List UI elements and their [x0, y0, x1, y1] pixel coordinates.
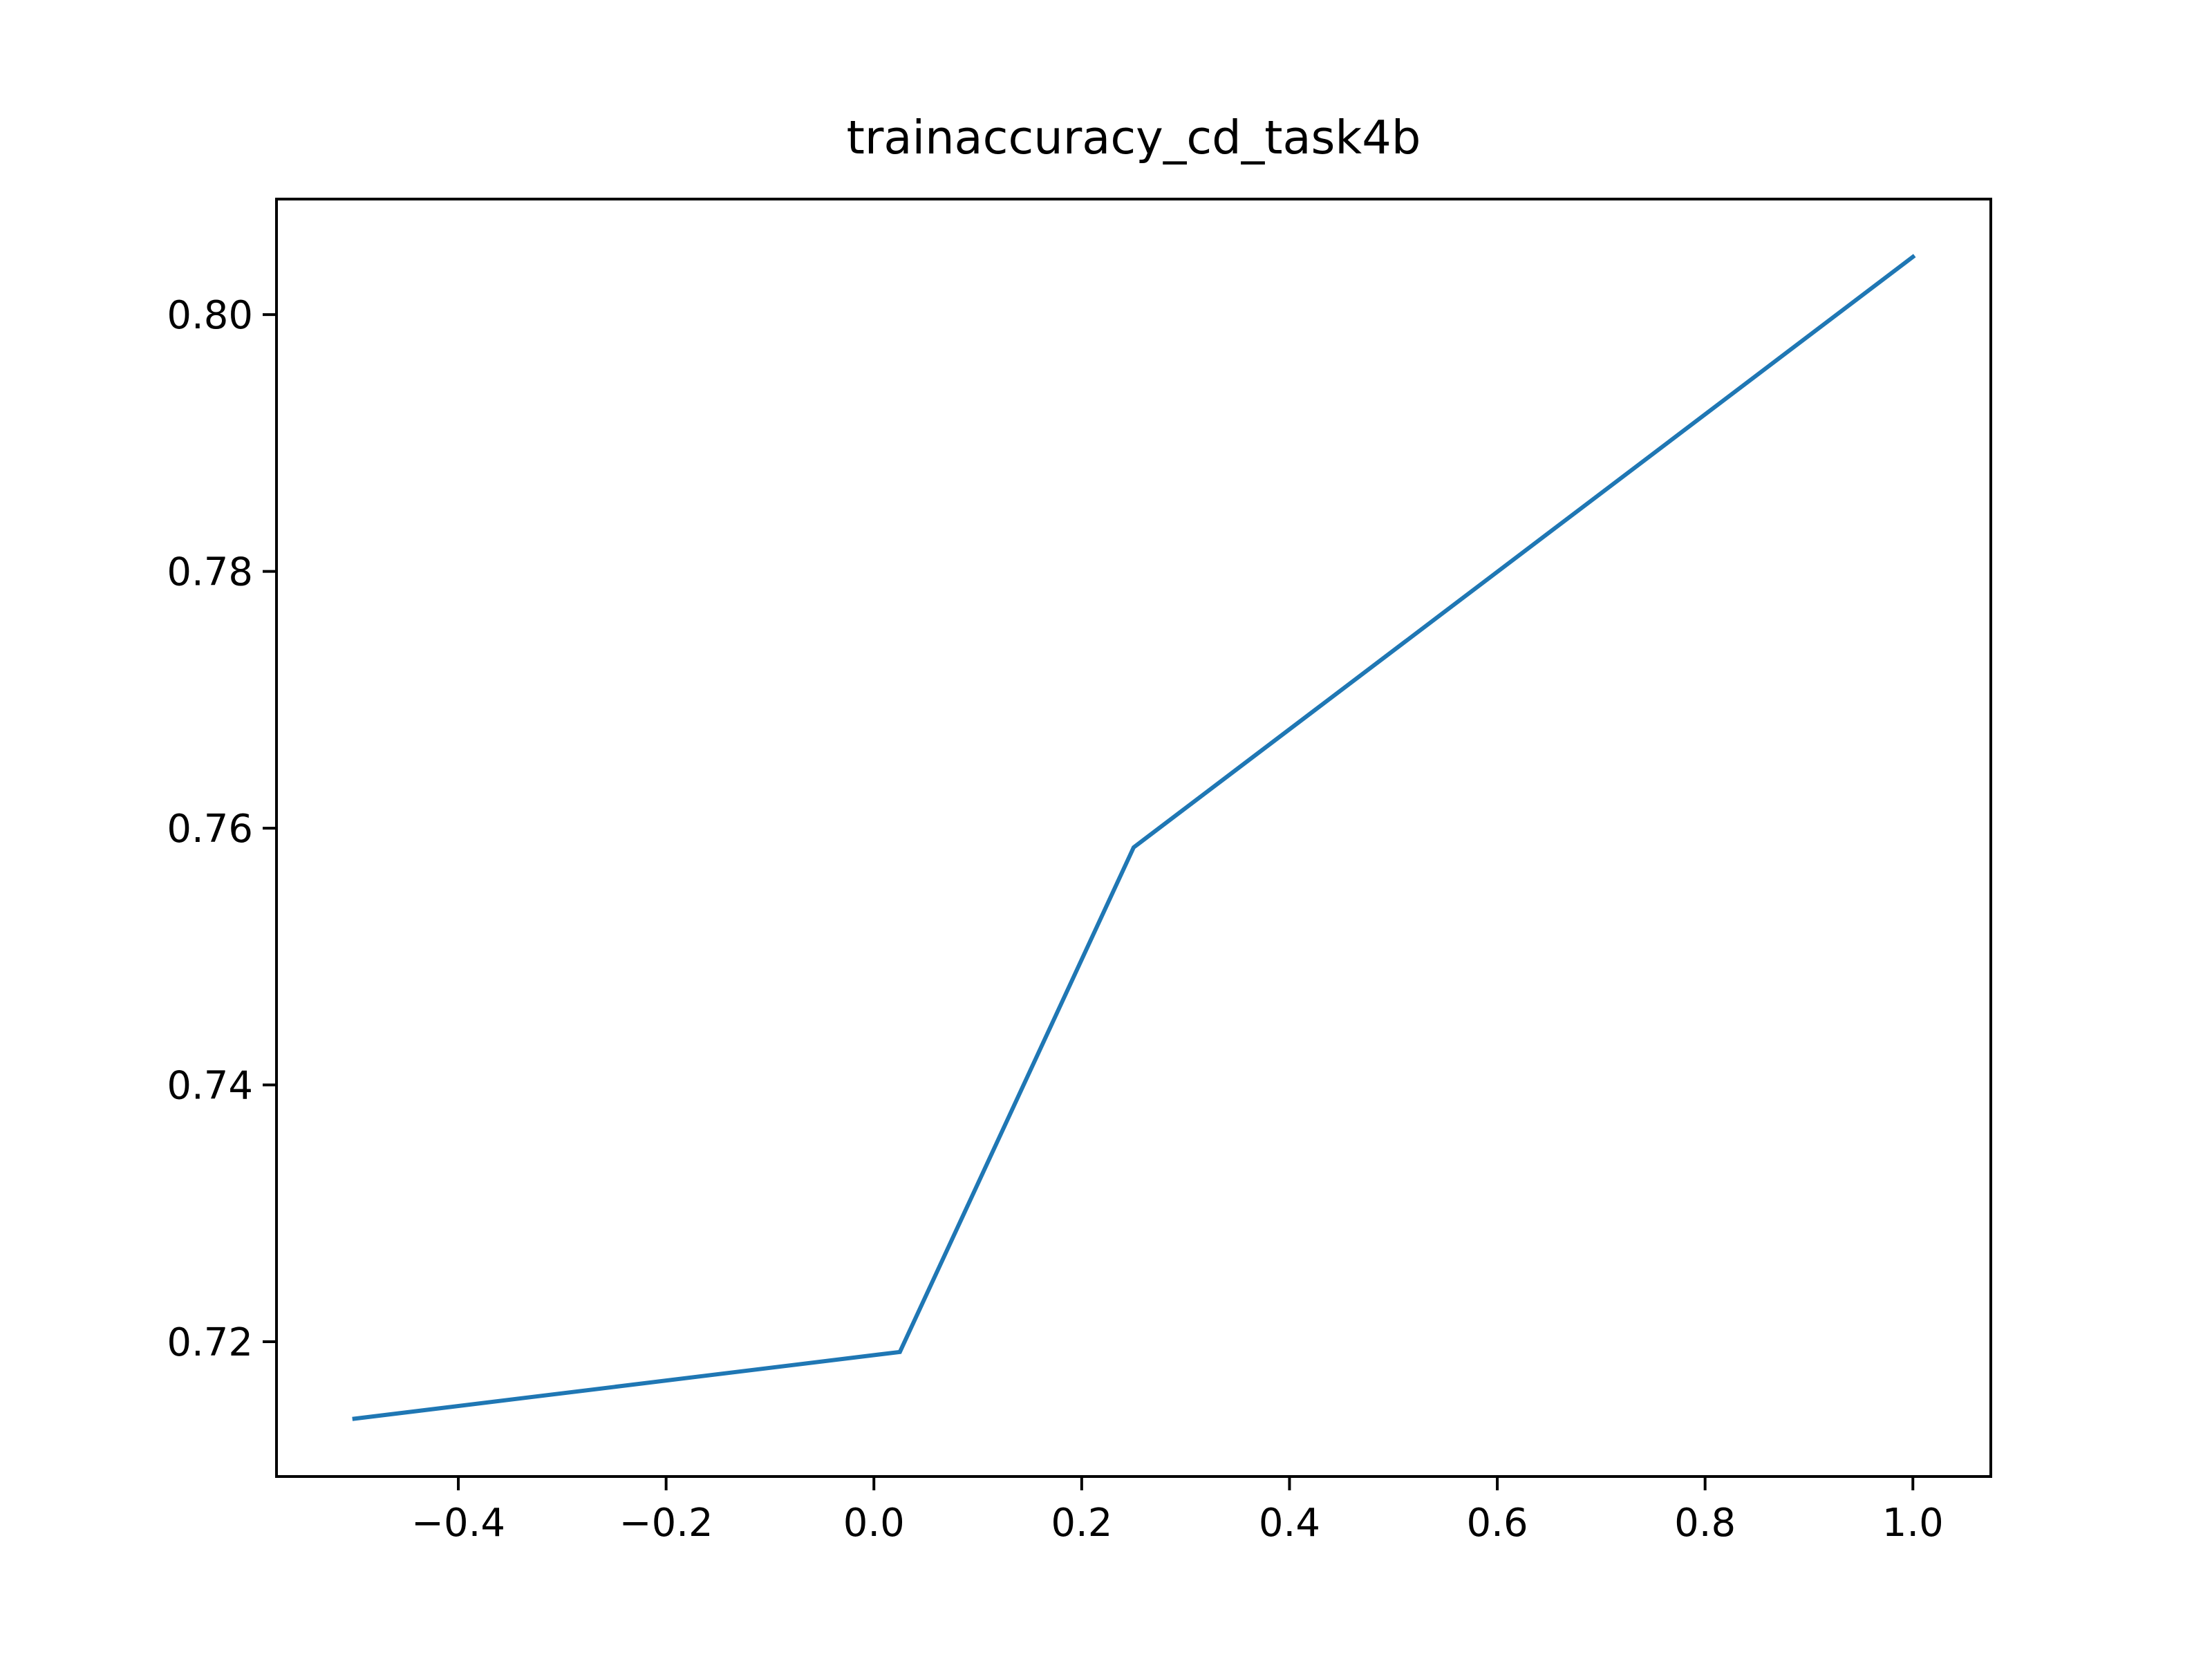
- x-tick-label: −0.2: [619, 1501, 713, 1546]
- x-tick-label: 0.4: [1259, 1501, 1320, 1546]
- x-tick-label: 1.0: [1882, 1501, 1944, 1546]
- x-tick-label: 0.8: [1674, 1501, 1736, 1546]
- y-tick-label: 0.78: [167, 550, 253, 595]
- x-tick-label: 0.6: [1467, 1501, 1528, 1546]
- chart-title: trainaccuracy_cd_task4b: [847, 111, 1421, 165]
- y-axis: 0.72 0.74 0.76 0.78 0.80: [167, 293, 276, 1365]
- series-line: [352, 254, 1916, 1421]
- y-tick-label: 0.72: [167, 1320, 253, 1365]
- y-tick-label: 0.76: [167, 807, 253, 852]
- x-axis: −0.4 −0.2 0.0 0.2 0.4 0.6 0.8 1.0: [411, 1477, 1944, 1546]
- y-tick-label: 0.74: [167, 1064, 253, 1109]
- x-tick-label: 0.2: [1051, 1501, 1112, 1546]
- axes-frame: [275, 198, 1992, 1478]
- x-tick-label: −0.4: [411, 1501, 505, 1546]
- plot-area: [352, 254, 1916, 1421]
- x-tick-label: 0.0: [843, 1501, 905, 1546]
- y-tick-label: 0.80: [167, 293, 253, 338]
